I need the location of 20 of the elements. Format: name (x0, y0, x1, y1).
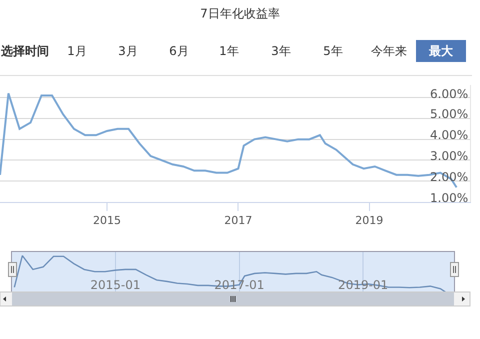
y-tick-label: 5.00% (430, 107, 468, 121)
y-tick-label: 4.00% (430, 128, 468, 142)
x-tick-label: 2019 (355, 214, 384, 228)
text: 3年 (270, 43, 292, 60)
text: 3月 (117, 43, 139, 60)
x-tick-label: 2017 (224, 214, 252, 228)
x-tick-label: 2017-01 (214, 278, 264, 292)
text: 选择时间 (0, 43, 50, 60)
y-tick-label: 3.00% (430, 149, 468, 163)
x-tick-label: 2015 (93, 214, 121, 228)
text: 1月 (66, 43, 88, 60)
chart-title: 7日年化收益率 (200, 6, 280, 21)
x-tick-label: 2015-01 (90, 278, 140, 292)
text: 1年 (218, 43, 240, 60)
text: 今年来 (370, 43, 408, 60)
text: 5年 (322, 43, 344, 60)
text: 6月 (168, 43, 190, 60)
y-tick-label: 1.00% (430, 191, 468, 205)
text: 最大 (416, 40, 466, 62)
y-tick-label: 6.00% (430, 87, 468, 101)
